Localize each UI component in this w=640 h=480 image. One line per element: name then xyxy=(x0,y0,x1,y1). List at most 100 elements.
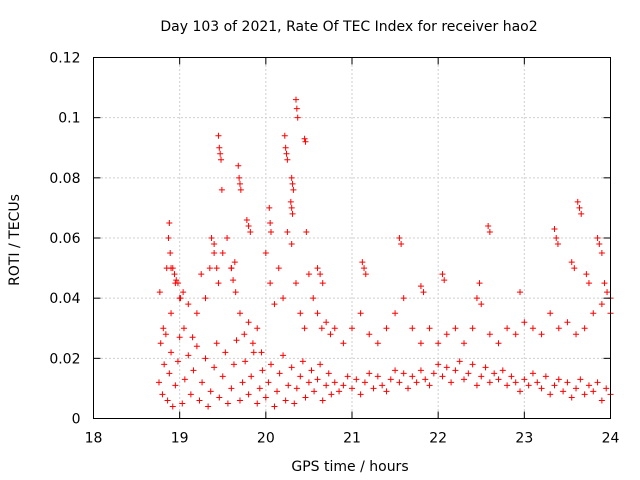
data-point xyxy=(161,361,168,368)
data-point xyxy=(461,340,468,347)
grid-lines xyxy=(93,57,611,419)
data-point xyxy=(383,325,390,332)
data-point xyxy=(400,370,407,377)
chart-title: Day 103 of 2021, Rate Of TEC Index for r… xyxy=(160,19,537,35)
data-point xyxy=(202,355,209,362)
data-point xyxy=(495,340,502,347)
data-point xyxy=(159,391,166,398)
data-point xyxy=(311,388,318,395)
data-point xyxy=(581,325,588,332)
data-point xyxy=(166,219,173,226)
data-point xyxy=(173,277,180,284)
data-point xyxy=(249,340,256,347)
data-point xyxy=(250,349,257,356)
data-point xyxy=(469,325,476,332)
data-point xyxy=(297,310,304,317)
data-point xyxy=(594,379,601,386)
data-point xyxy=(417,340,424,347)
data-point xyxy=(283,150,290,157)
data-point xyxy=(525,382,532,389)
data-point xyxy=(268,228,275,235)
data-point xyxy=(576,204,583,211)
data-point xyxy=(317,361,324,368)
y-tick-label: 0 xyxy=(72,412,81,428)
data-point xyxy=(398,241,405,248)
x-tick-labels: 18 19 20 21 22 23 24 xyxy=(85,431,620,447)
data-point xyxy=(327,331,334,338)
y-tick-labels: 0 0.02 0.04 0.06 0.08 0.1 0.12 xyxy=(49,51,80,428)
data-point xyxy=(180,289,187,296)
data-point xyxy=(486,228,493,235)
data-point xyxy=(218,186,225,193)
data-point xyxy=(271,403,278,410)
data-point xyxy=(469,361,476,368)
data-point xyxy=(486,379,493,386)
data-point xyxy=(547,310,554,317)
data-point xyxy=(573,385,580,392)
data-point xyxy=(215,132,222,139)
data-point xyxy=(443,331,450,338)
data-point xyxy=(473,295,480,302)
data-point xyxy=(517,388,524,395)
data-point xyxy=(301,135,308,142)
data-point xyxy=(310,295,317,302)
data-point xyxy=(504,382,511,389)
data-point xyxy=(448,379,455,386)
data-point xyxy=(265,379,272,386)
data-point xyxy=(417,283,424,290)
x-tick-label: 22 xyxy=(429,431,447,447)
data-point xyxy=(413,379,420,386)
data-point xyxy=(291,400,298,407)
data-point xyxy=(162,331,169,338)
data-point xyxy=(574,198,581,205)
data-point xyxy=(598,250,605,257)
data-point xyxy=(285,382,292,389)
data-point xyxy=(256,385,263,392)
data-point xyxy=(361,265,368,272)
data-point xyxy=(581,391,588,398)
data-point xyxy=(219,250,226,257)
data-point xyxy=(583,271,590,278)
data-point xyxy=(486,331,493,338)
y-tick-label: 0.06 xyxy=(49,231,80,247)
data-point xyxy=(172,382,179,389)
data-point xyxy=(495,376,502,383)
data-point xyxy=(396,379,403,386)
data-point xyxy=(205,403,212,410)
data-point xyxy=(293,105,300,112)
data-point xyxy=(443,364,450,371)
data-point xyxy=(598,397,605,404)
data-point xyxy=(430,370,437,377)
data-point xyxy=(156,289,163,296)
data-point xyxy=(164,397,171,404)
data-point xyxy=(512,331,519,338)
data-point xyxy=(245,222,252,229)
data-point xyxy=(400,295,407,302)
x-tick-label: 21 xyxy=(343,431,361,447)
data-point xyxy=(185,301,192,308)
data-point xyxy=(293,385,300,392)
data-point xyxy=(426,325,433,332)
data-point xyxy=(241,331,248,338)
data-point xyxy=(280,352,287,359)
data-point xyxy=(439,373,446,380)
data-point xyxy=(521,376,528,383)
data-point xyxy=(564,319,571,326)
data-point xyxy=(179,400,186,407)
data-point xyxy=(319,397,326,404)
data-point xyxy=(319,280,326,287)
data-point xyxy=(206,265,213,272)
data-point xyxy=(217,150,224,157)
data-point xyxy=(551,225,558,232)
data-point xyxy=(534,379,541,386)
data-point xyxy=(243,216,250,223)
data-point xyxy=(213,340,220,347)
data-point xyxy=(409,325,416,332)
data-point xyxy=(299,358,306,365)
data-point xyxy=(374,373,381,380)
data-point xyxy=(331,325,338,332)
data-point xyxy=(568,259,575,266)
data-point xyxy=(266,204,273,211)
data-point xyxy=(168,310,175,317)
data-point xyxy=(491,370,498,377)
